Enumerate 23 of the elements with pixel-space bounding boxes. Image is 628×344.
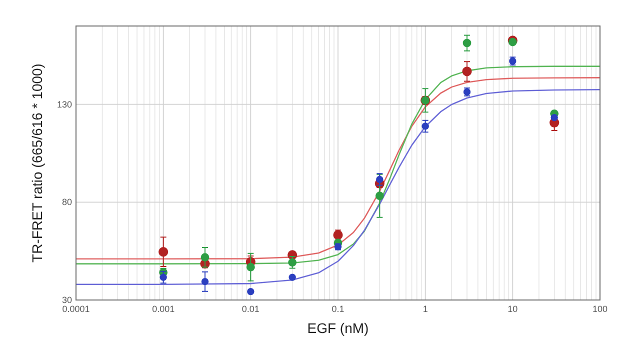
x-tick-label: 0.1	[332, 304, 344, 314]
point	[376, 176, 384, 184]
x-tick-label: 0.001	[152, 304, 175, 314]
x-tick-label: 10	[508, 304, 518, 314]
point	[422, 122, 429, 130]
y-tick-label: 130	[56, 99, 72, 110]
x-tick-label: 100	[592, 304, 608, 314]
y-tick-label: 30	[62, 295, 72, 305]
x-tick-label: 0.01	[242, 304, 260, 314]
x-tick-label: 0.0001	[62, 304, 90, 314]
y-tick-label: 80	[62, 197, 72, 208]
x-axis-title: EGF (nM)	[307, 320, 369, 336]
point	[160, 274, 167, 281]
y-axis-title: TR-FRET ratio (665/616 * 1000)	[29, 64, 45, 262]
point	[375, 192, 384, 200]
x-tick-label: 1	[422, 304, 428, 314]
point	[288, 274, 296, 281]
point	[550, 114, 558, 122]
point	[462, 38, 472, 48]
point	[246, 262, 255, 272]
point	[462, 66, 472, 76]
point	[247, 288, 254, 296]
point	[158, 247, 168, 257]
